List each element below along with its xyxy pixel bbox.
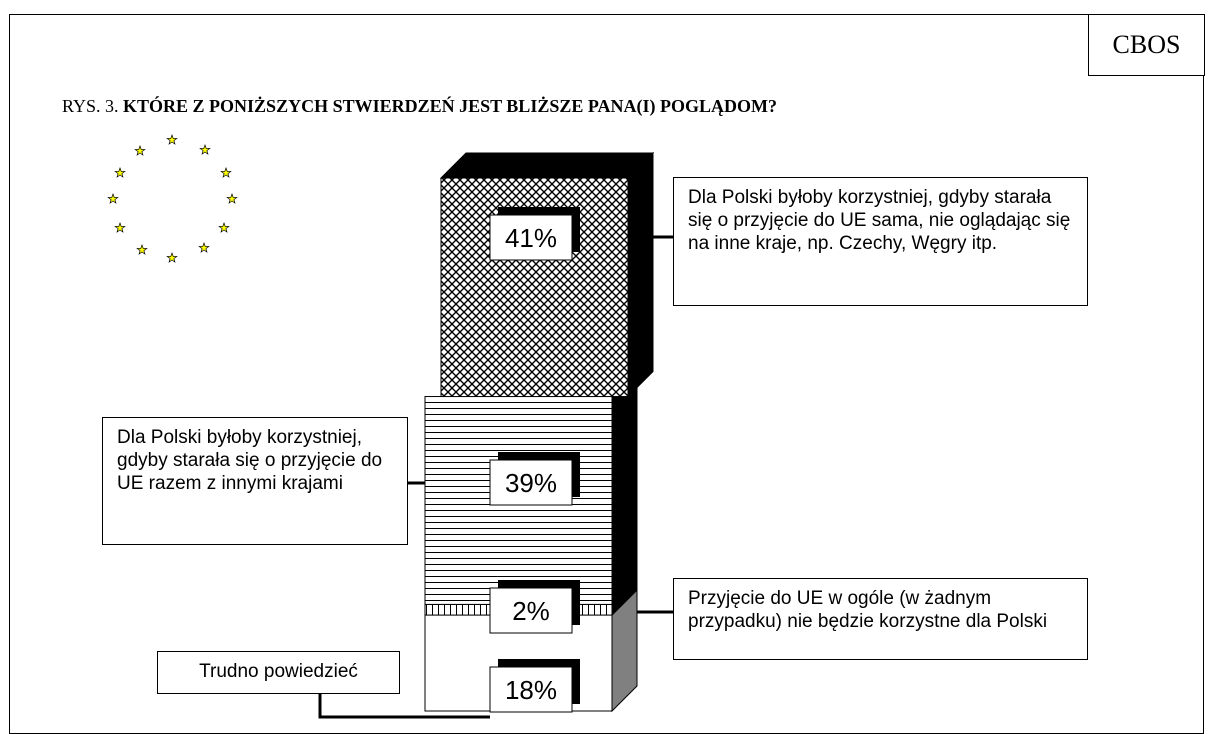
connector bbox=[318, 694, 490, 719]
value-label: 39% bbox=[505, 468, 557, 498]
eu-stars bbox=[107, 134, 238, 263]
title-text: KTÓRE Z PONIŻSZYCH STWIERDZEŃ JEST BLIŻS… bbox=[123, 96, 777, 116]
segment-side bbox=[627, 151, 654, 398]
segment-side bbox=[611, 370, 638, 606]
segment-top bbox=[439, 152, 655, 179]
value-labels: 41% 39% 2% 18% bbox=[489, 207, 580, 713]
segment bbox=[439, 151, 655, 398]
figure-label: RYS. 3. bbox=[62, 96, 119, 116]
callout: Przyjęcie do UE w ogóle (w żadnym przypa… bbox=[673, 578, 1088, 660]
source: CBOS bbox=[1088, 14, 1205, 76]
value-label-box bbox=[489, 587, 573, 634]
chart-title: RYS. 3. KTÓRE Z PONIŻSZYCH STWIERDZEŃ JE… bbox=[62, 96, 777, 117]
value-label: 18% bbox=[505, 675, 557, 705]
value-label: 41% bbox=[505, 223, 557, 253]
callout: Dla Polski byłoby korzystniej, gdyby sta… bbox=[673, 177, 1088, 306]
value-label-box bbox=[489, 214, 573, 261]
value-label: 2% bbox=[512, 596, 550, 626]
callout: Trudno powiedzieć bbox=[157, 651, 400, 694]
value-label-box bbox=[489, 459, 573, 506]
callout: Dla Polski byłoby korzystniej, gdyby sta… bbox=[102, 417, 408, 545]
value-label-box bbox=[489, 666, 573, 713]
